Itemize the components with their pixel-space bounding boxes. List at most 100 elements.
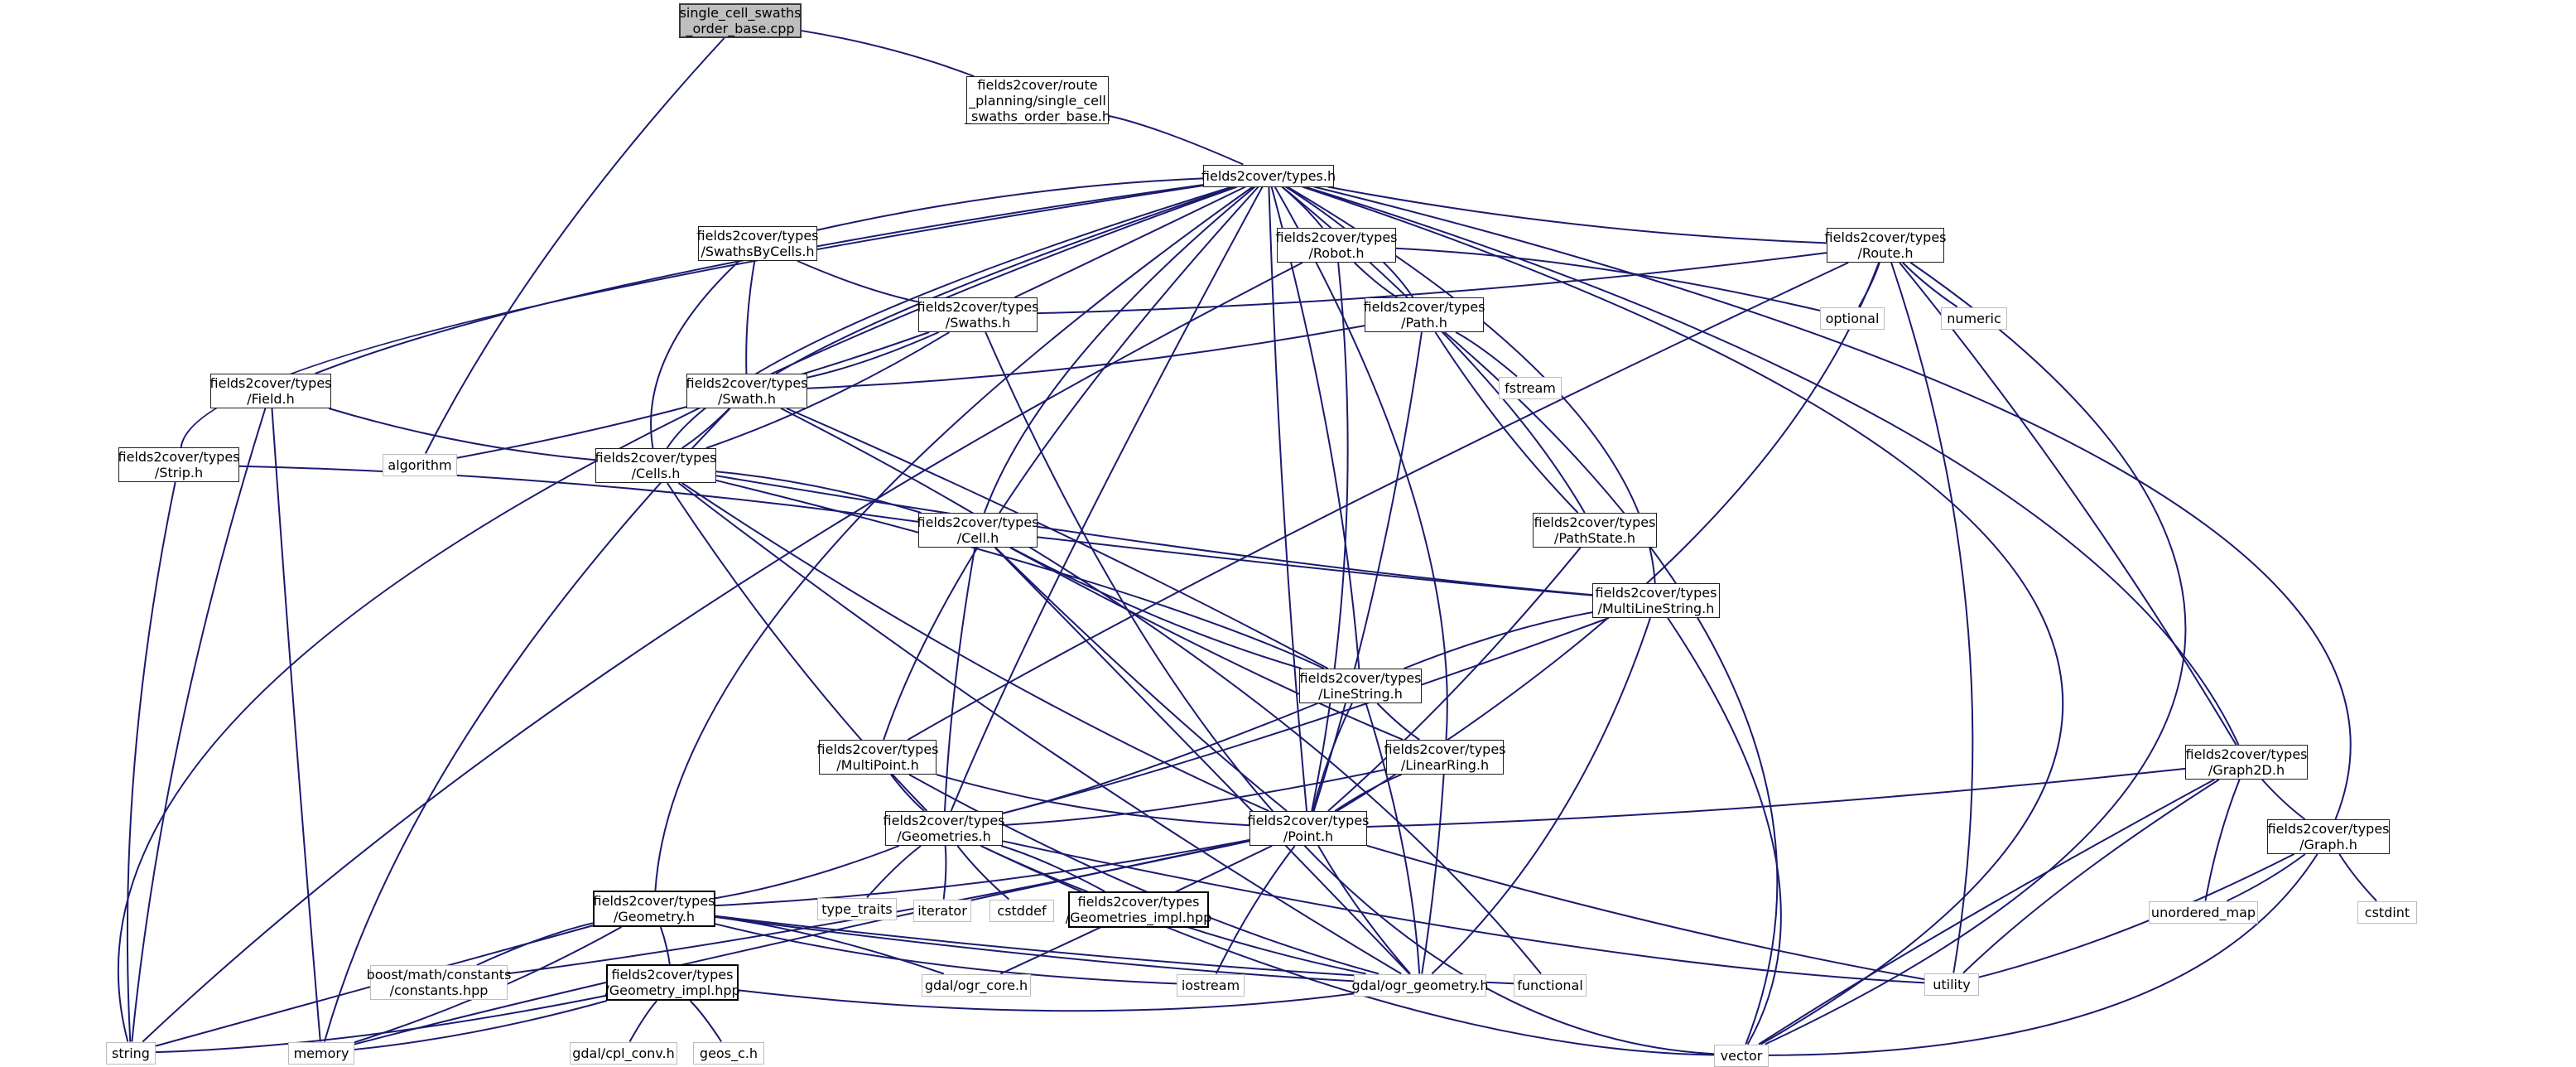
include-edge-ls-geoms [1002,702,1318,814]
graph-node-geoms[interactable]: fields2cover/types /Geometries.h [883,811,1005,846]
graph-node-path[interactable]: fields2cover/types /Path.h [1363,297,1485,332]
graph-node-mp[interactable]: fields2cover/types /MultiPoint.h [816,740,939,775]
include-edge-cells-mls [715,475,1593,596]
graph-node-fstream: fstream [1499,376,1562,399]
graph-node-string: string [106,1041,156,1065]
include-edge-graph-vector [1768,853,2318,1056]
graph-node-cplconv: gdal/cpl_conv.h [570,1041,677,1065]
graph-node-cell[interactable]: fields2cover/types /Cell.h [917,513,1039,548]
include-edge-cell-mls [1037,536,1593,596]
include-edge-lr-geoms [1002,768,1387,826]
graph-node-robot[interactable]: fields2cover/types /Robot.h [1275,228,1398,263]
graph-node-cpp: single_cell_swaths _order_base.cpp [679,3,802,38]
graph-node-boost: boost/math/constants /constants.hpp [366,965,512,1000]
graph-node-ls[interactable]: fields2cover/types /LineString.h [1299,669,1422,703]
graph-node-functional: functional [1514,973,1587,997]
graph-node-optional: optional [1820,307,1885,330]
graph-node-point[interactable]: fields2cover/types /Point.h [1247,811,1370,846]
graph-node-cstdint: cstdint [2357,900,2417,924]
graph-node-route[interactable]: fields2cover/types /Route.h [1824,228,1947,263]
include-edge-lr-ogrgeom [1421,774,1445,974]
graph-node-cells[interactable]: fields2cover/types /Cells.h [595,448,717,483]
include-edge-pathstate-point [1327,547,1582,812]
include-edge-swaths-cells [705,331,950,449]
graph-node-types[interactable]: fields2cover/types.h [1201,164,1336,187]
graph-node-mls[interactable]: fields2cover/types /MultiLineString.h [1592,583,1720,618]
include-edge-graph2d-graph [2261,779,2306,820]
graph-node-swaths[interactable]: fields2cover/types /Swaths.h [917,297,1039,332]
graph-node-strip[interactable]: fields2cover/types /Strip.h [118,447,240,482]
include-edge-geoms-geomsimpl [1000,845,1105,892]
include-edge-cell-geoms [943,547,976,812]
include-edge-cpp-algorithm [424,37,725,454]
include-edge-strip-cell [238,465,919,523]
graph-node-pathstate[interactable]: fields2cover/types /PathState.h [1533,513,1657,548]
graph-node-geometry[interactable]: fields2cover/types /Geometry.h [593,891,715,927]
graph-node-iterator: iterator [913,899,971,922]
graph-node-ogrgeom: gdal/ogr_geometry.h [1352,973,1488,997]
include-edge-ls-point [1312,702,1353,812]
include-edge-cell-point [994,547,1288,812]
include-edge-lr-point [1334,774,1402,812]
include-edge-geomimpl-cplconv [628,1000,657,1042]
include-edge-mls-ls [1404,611,1593,669]
graph-node-geomsimpl[interactable]: fields2cover/types /Geometries_impl.hpp [1066,891,1211,928]
graph-node-graph[interactable]: fields2cover/types /Graph.h [2267,819,2390,854]
include-edge-point-memory [354,839,1250,1045]
include-edge-route-vector [1765,262,2187,1045]
include-edge-swath-ls [786,408,1329,669]
include-edge-swath-functional [780,408,1542,975]
include-edge-robot-string [142,262,1303,1043]
include-edge-mp-ogrgeom [908,774,1379,975]
include-edge-strip-string [126,481,176,1042]
include-edge-route-point [1336,262,1880,812]
graph-node-sbc[interactable]: fields2cover/types /SwathsByCells.h [696,226,819,261]
include-edge-field-string [131,408,267,1042]
include-edge-mls-geoms [1002,617,1610,814]
include-edge-mls-ogrgeom [1431,617,1651,975]
include-edge-types-swaths [1014,186,1246,298]
include-edge-cpp-rp [801,30,975,77]
include-edge-rp-types [1108,114,1244,166]
graph-node-type_traits: type_traits [817,897,897,920]
include-edge-types-cells [666,186,1233,449]
include-edge-swaths-swath [807,331,940,379]
include-edge-sbc-swath [745,260,756,374]
include-edge-swaths-vector [985,331,1715,1055]
include-edge-types-string [117,186,1238,1042]
include-edge-geomimpl-string [155,994,607,1054]
include-edge-types-field [315,184,1204,374]
include-edge-types-mp [883,186,1259,741]
include-edge-graph2d-vector [1758,779,2215,1045]
graph-node-lr[interactable]: fields2cover/types /LinearRing.h [1384,740,1506,775]
graph-node-graph2d[interactable]: fields2cover/types /Graph2D.h [2185,745,2308,780]
include-edge-types-geoms [950,186,1264,812]
include-edge-types-vector [1302,186,2064,1045]
include-edge-robot-point [1311,262,1349,812]
include-edge-route-mp [907,262,1849,741]
graph-node-geomimpl[interactable]: fields2cover/types /Geometry_impl.hpp [604,964,740,1001]
include-edge-route-utility [1890,262,1974,973]
include-edge-path-fstream [1455,331,1518,378]
include-edge-geomimpl-geosc [689,1000,723,1043]
include-edge-geomimpl-memory [354,1000,608,1050]
include-edge-geometry-iostream [715,923,1177,985]
include-edge-geoms-iterator [942,845,947,900]
include-edge-geometry-ogrgeom [715,915,1355,983]
graph-node-rp[interactable]: fields2cover/route _planning/single_cell… [965,76,1111,124]
include-edge-cells-ogrgeom [677,482,1402,975]
graph-node-swath[interactable]: fields2cover/types /Swath.h [686,374,808,408]
include-edge-sbc-swaths [797,260,919,303]
include-edge-ls-ogrgeom [1365,702,1421,974]
include-edge-route-swaths [1037,252,1827,315]
graph-node-field[interactable]: fields2cover/types /Field.h [209,374,332,408]
include-edge-types-graph2d [1304,186,2240,746]
graph-node-iostream: iostream [1177,973,1245,997]
graph-node-umap: unordered_map [2149,900,2258,924]
include-edge-geometry-boost [476,922,594,966]
include-edge-field-memory [271,408,321,1042]
include-edge-geoms-geometry [715,845,900,900]
include-edge-types-cell [983,186,1256,514]
include-edge-path-pathstate [1434,331,1579,514]
